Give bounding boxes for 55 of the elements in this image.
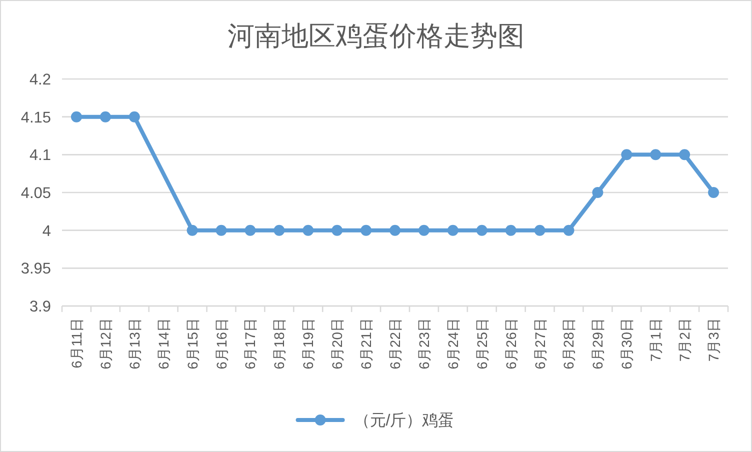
x-tick-label: 6月30日 xyxy=(618,318,635,370)
x-tick-label: 6月15日 xyxy=(184,318,200,370)
y-tick-label: 3.95 xyxy=(20,260,51,278)
point xyxy=(70,111,82,122)
point xyxy=(186,224,198,236)
point xyxy=(332,224,343,236)
y-tick-label: 4.2 xyxy=(29,72,51,88)
point xyxy=(244,224,256,236)
point xyxy=(360,224,372,236)
point xyxy=(534,224,546,236)
point xyxy=(418,224,430,236)
x-tick-label: 6月16日 xyxy=(213,318,230,370)
x-tick-label: 6月23日 xyxy=(416,318,432,370)
y-tick-label: 3.9 xyxy=(29,298,51,316)
x-tick-label: 6月14日 xyxy=(155,318,172,370)
point xyxy=(505,224,516,236)
point xyxy=(708,187,720,198)
x-tick-label: 6月26日 xyxy=(502,318,519,370)
x-tick-label: 6月19日 xyxy=(300,318,316,370)
x-tick-label: 6月13日 xyxy=(126,318,142,370)
y-tick-label: 4.05 xyxy=(20,185,51,202)
legend: （元/斤）鸡蛋 xyxy=(296,412,454,430)
x-tick-label: 6月25日 xyxy=(474,318,490,370)
x-tick-label: 6月11日 xyxy=(68,318,84,368)
y-tick-label: 4.1 xyxy=(29,147,51,164)
x-tick-label: 7月3日 xyxy=(706,318,722,362)
x-tick-label: 6月21日 xyxy=(358,318,374,370)
point xyxy=(390,224,400,236)
point xyxy=(621,149,632,160)
x-tick-label: 6月28日 xyxy=(560,318,577,370)
point xyxy=(563,224,574,236)
point xyxy=(274,224,285,236)
x-tick-label: 7月2日 xyxy=(676,318,693,362)
x-tick-label: 6月24日 xyxy=(444,318,461,370)
x-tick-label: 6月20日 xyxy=(329,318,346,370)
point xyxy=(447,224,458,236)
y-tick-label: 4 xyxy=(42,222,52,240)
chart-title: 河南地区鸡蛋价格走势图 xyxy=(228,21,524,51)
point xyxy=(100,111,111,122)
x-tick-label: 6月18日 xyxy=(271,318,288,370)
point xyxy=(302,224,314,236)
point xyxy=(216,224,227,236)
point xyxy=(650,149,662,160)
x-tick-label: 6月27日 xyxy=(532,318,548,370)
point xyxy=(679,149,690,160)
point xyxy=(128,111,140,122)
point xyxy=(592,187,604,198)
x-tick-label: 6月29日 xyxy=(590,318,606,370)
x-tick-label: 6月17日 xyxy=(242,318,258,370)
x-tick-label: 6月12日 xyxy=(97,318,114,370)
point xyxy=(476,224,488,236)
y-tick-label: 4.15 xyxy=(20,109,51,126)
x-tick-label: 7月1日 xyxy=(648,318,664,362)
legend-label: （元/斤）鸡蛋 xyxy=(354,412,454,430)
x-tick-label: 6月22日 xyxy=(387,318,403,370)
